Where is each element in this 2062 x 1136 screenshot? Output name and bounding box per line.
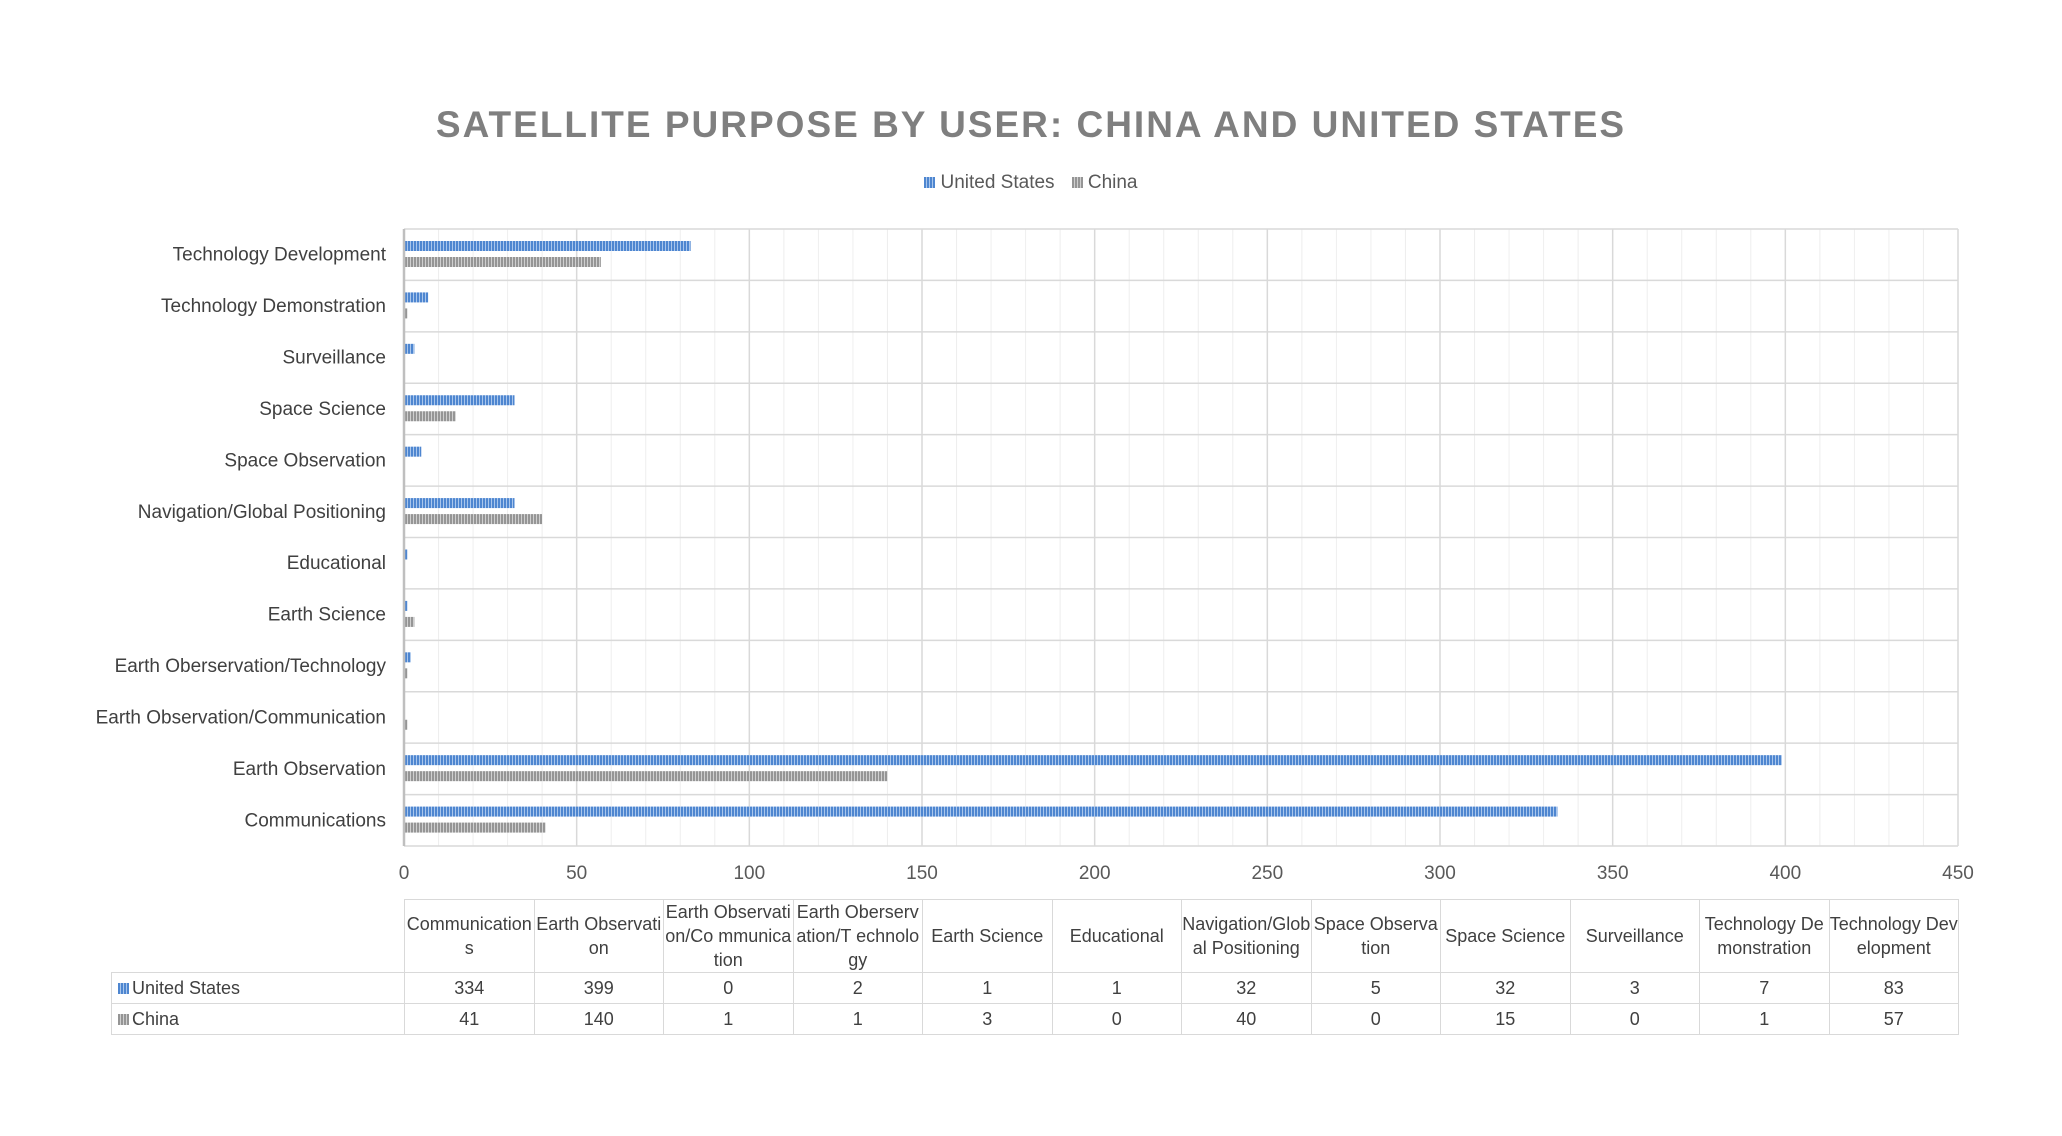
bar-china — [404, 771, 888, 782]
table-header-row: Communications Earth Observation Earth Obs… — [111, 899, 1959, 973]
table-cell: 140 — [533, 1003, 664, 1035]
plot-area: 0 50 100 150 200 250 300 350 400 450 Communication… — [96, 228, 1974, 880]
legend-item-united-states: United States — [924, 172, 1055, 194]
table-column-header: Space Observation — [1310, 899, 1441, 973]
x-tick-label: 0 — [399, 863, 410, 880]
bar-united-states — [404, 549, 408, 560]
bar-china — [404, 308, 408, 319]
y-category-label: Technology Demonstration — [161, 296, 386, 317]
table-cell: 0 — [1051, 1003, 1182, 1035]
y-category-label: Technology Development — [173, 245, 387, 266]
table-cell: 1 — [922, 972, 1053, 1004]
table-cell: 1 — [792, 1003, 923, 1035]
table-legend-swatch — [118, 983, 129, 995]
bar-united-states — [404, 755, 1782, 766]
chart-title: SATELLITE PURPOSE BY USER: CHINA AND UNI… — [435, 104, 1627, 145]
bar-china — [404, 514, 543, 525]
table-cell: 1 — [663, 1003, 794, 1035]
table-cell: 5 — [1310, 972, 1441, 1004]
bar-united-states — [404, 343, 415, 354]
y-category-label: Surveillance — [283, 348, 387, 369]
x-tick-label: 400 — [1769, 863, 1801, 880]
x-tick-label: 200 — [1079, 863, 1111, 880]
table-cell: 41 — [404, 1003, 535, 1035]
table-cell: 1 — [1699, 1003, 1830, 1035]
legend-label-china: China — [1087, 172, 1138, 193]
table-column-header: Communications — [404, 899, 535, 973]
bar-united-states — [404, 600, 408, 611]
y-category-label: Space Science — [259, 399, 386, 420]
legend-swatch-united-states — [924, 177, 936, 189]
table-legend-swatch — [118, 1014, 129, 1026]
bar-united-states — [404, 292, 429, 303]
legend-swatch-china — [1071, 177, 1083, 189]
bar-china — [404, 719, 408, 730]
table-row: United States 334 399 0 2 1 1 32 5 32 3 7 83 — [111, 972, 1959, 1004]
table-cell: 15 — [1440, 1003, 1571, 1035]
y-category-label: Navigation/Global Positioning — [138, 502, 386, 523]
table-column-header: Educational — [1051, 899, 1182, 973]
table-cell: 1 — [1051, 972, 1182, 1004]
table-cell: 3 — [922, 1003, 1053, 1035]
table-column-header: Navigation/Glob al Positioning — [1181, 899, 1312, 973]
y-category-label: Earth Observation — [233, 759, 386, 780]
bar-china — [404, 822, 546, 833]
table-cell: 57 — [1828, 1003, 1959, 1035]
table-row: China 41 140 1 1 3 0 40 0 15 0 1 57 — [111, 1003, 1959, 1035]
table-column-header: Earth Oberservation/T echnology — [792, 899, 923, 973]
y-category-label: Earth Science — [268, 605, 386, 626]
x-tick-label: 50 — [566, 863, 587, 880]
table-cell: 32 — [1181, 972, 1312, 1004]
table-cell: 0 — [1310, 1003, 1441, 1035]
bar-united-states — [404, 395, 515, 406]
legend-label-united-states: United States — [940, 172, 1055, 193]
x-tick-label: 250 — [1251, 863, 1283, 880]
table-corner — [111, 899, 405, 973]
x-tick-label: 300 — [1424, 863, 1456, 880]
bar-united-states — [404, 446, 422, 457]
table-column-header: Earth Science — [922, 899, 1053, 973]
table-row-header: China — [111, 1003, 405, 1035]
x-tick-label: 150 — [906, 863, 938, 880]
table-cell: 32 — [1440, 972, 1571, 1004]
x-tick-label: 350 — [1597, 863, 1629, 880]
table-column-header: Earth Observation/Co mmunication — [663, 899, 794, 973]
table-cell: 83 — [1828, 972, 1959, 1004]
table-column-header: Space Science — [1440, 899, 1571, 973]
table-cell: 0 — [663, 972, 794, 1004]
bar-china — [404, 257, 601, 267]
y-category-label: Earth Oberservation/Technology — [115, 656, 387, 677]
table-cell: 334 — [404, 972, 535, 1004]
table-cell: 3 — [1569, 972, 1700, 1004]
table-row-header: United States — [111, 972, 405, 1004]
table-column-header: Surveillance — [1569, 899, 1700, 973]
y-category-label: Educational — [287, 553, 386, 574]
table-column-header: Technology Development — [1828, 899, 1959, 973]
table-cell: 40 — [1181, 1003, 1312, 1035]
table-column-header: Technology Demonstration — [1699, 899, 1830, 973]
bar-united-states — [404, 498, 515, 509]
y-category-label: Space Observation — [224, 450, 386, 471]
y-category-label: Communications — [245, 810, 387, 831]
x-tick-label: 100 — [733, 863, 765, 880]
x-tick-label: 450 — [1942, 863, 1974, 880]
table-cell: 2 — [792, 972, 923, 1004]
bar-china — [404, 616, 415, 627]
legend-item-china: China — [1071, 172, 1138, 194]
table-cell: 7 — [1699, 972, 1830, 1004]
table-cell: 0 — [1569, 1003, 1700, 1035]
bar-united-states — [404, 241, 691, 251]
legend: United States China — [0, 172, 2062, 194]
table-column-header: Earth Observation — [533, 899, 664, 973]
bar-china — [404, 668, 408, 679]
bar-china — [404, 411, 456, 422]
bar-united-states — [404, 652, 411, 663]
y-category-label: Earth Observation/Communication — [96, 707, 386, 728]
bar-united-states — [404, 806, 1558, 817]
data-table: Communications Earth Observation Earth Obs… — [111, 899, 1959, 1035]
table-cell: 399 — [533, 972, 664, 1004]
